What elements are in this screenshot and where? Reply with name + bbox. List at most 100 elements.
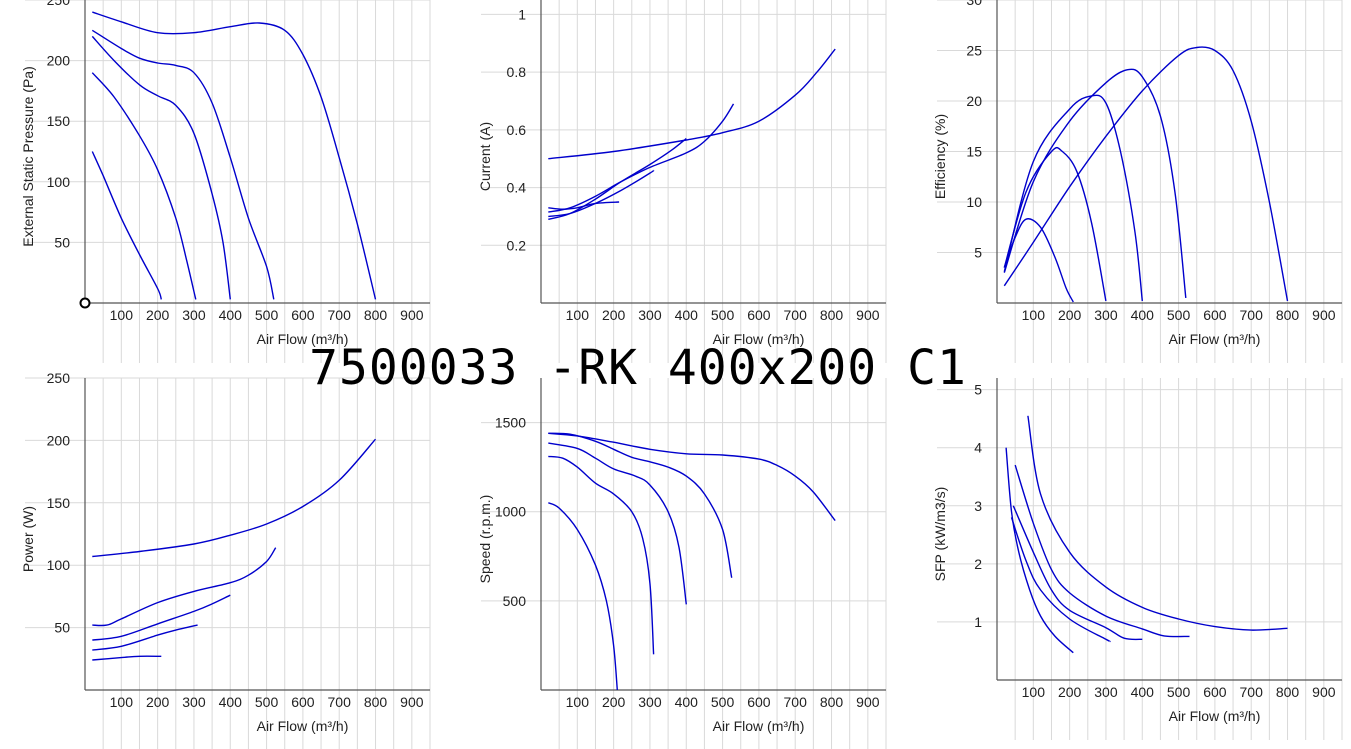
y-tick-label: 50 bbox=[54, 234, 70, 250]
performance-curve bbox=[91, 29, 275, 300]
y-tick-label: 150 bbox=[47, 495, 71, 511]
y-tick-label: 150 bbox=[47, 113, 71, 129]
x-axis-label: Air Flow (m³/h) bbox=[1169, 708, 1261, 724]
performance-curve bbox=[92, 11, 377, 300]
x-tick-label: 500 bbox=[1167, 307, 1191, 323]
performance-curve bbox=[91, 35, 231, 300]
y-axis-label: External Static Pressure (Pa) bbox=[20, 66, 36, 247]
performance-curve bbox=[91, 72, 197, 300]
x-tick-label: 700 bbox=[1240, 684, 1264, 700]
performance-curve bbox=[92, 655, 162, 661]
y-tick-label: 5 bbox=[974, 245, 982, 261]
y-axis-label: Efficiency (%) bbox=[932, 114, 948, 199]
y-tick-label: 250 bbox=[47, 370, 71, 386]
y-tick-label: 0.2 bbox=[507, 237, 527, 253]
performance-curve bbox=[92, 594, 231, 641]
y-axis-label: Current (A) bbox=[477, 122, 493, 191]
performance-curve bbox=[1012, 505, 1143, 641]
y-tick-label: 50 bbox=[54, 620, 70, 636]
x-tick-label: 100 bbox=[1022, 684, 1046, 700]
performance-curve bbox=[1003, 218, 1074, 303]
x-tick-label: 500 bbox=[255, 307, 279, 323]
pressure-chart: 100 200 300 400 500 600 700 800 900 50 100 150 200 25… bbox=[20, 0, 431, 363]
x-tick-label: 800 bbox=[820, 307, 844, 323]
x-tick-label: 300 bbox=[182, 307, 206, 323]
x-tick-label: 400 bbox=[1131, 307, 1155, 323]
x-tick-label: 300 bbox=[1094, 684, 1118, 700]
y-tick-label: 10 bbox=[966, 194, 982, 210]
x-tick-label: 500 bbox=[1167, 684, 1191, 700]
performance-curve bbox=[1003, 146, 1107, 302]
y-tick-label: 200 bbox=[47, 432, 71, 448]
x-tick-label: 400 bbox=[219, 307, 243, 323]
y-tick-label: 5 bbox=[974, 382, 982, 398]
performance-curve bbox=[1010, 517, 1111, 643]
x-axis-label: Air Flow (m³/h) bbox=[257, 331, 349, 347]
x-tick-label: 600 bbox=[747, 694, 771, 710]
x-tick-label: 900 bbox=[400, 694, 424, 710]
x-tick-label: 400 bbox=[1131, 684, 1155, 700]
x-tick-label: 900 bbox=[1312, 684, 1336, 700]
y-tick-label: 2 bbox=[974, 556, 982, 572]
performance-curve bbox=[548, 432, 733, 578]
performance-curve bbox=[1027, 415, 1288, 631]
x-tick-label: 100 bbox=[566, 307, 590, 323]
y-tick-label: 0.8 bbox=[507, 64, 527, 80]
performance-curve bbox=[92, 624, 198, 651]
x-tick-label: 600 bbox=[747, 307, 771, 323]
y-tick-label: 25 bbox=[966, 43, 982, 59]
performance-curve bbox=[548, 432, 836, 522]
current-chart: 100 200 300 400 500 600 700 800 900 0.2 0.4 0.6 0.8 1… bbox=[477, 0, 887, 363]
x-tick-label: 100 bbox=[566, 694, 590, 710]
efficiency-chart: 100 200 300 400 500 600 700 800 900 5 10 15 20 25 30 Ai… bbox=[932, 0, 1343, 363]
performance-curve bbox=[92, 547, 277, 627]
x-tick-label: 200 bbox=[146, 694, 170, 710]
performance-curve bbox=[1003, 68, 1187, 298]
y-tick-label: 250 bbox=[47, 0, 71, 8]
x-tick-label: 700 bbox=[328, 307, 352, 323]
x-axis-label: Air Flow (m³/h) bbox=[1169, 331, 1261, 347]
x-tick-label: 200 bbox=[602, 307, 626, 323]
x-axis-label: Air Flow (m³/h) bbox=[257, 718, 349, 734]
x-tick-label: 300 bbox=[182, 694, 206, 710]
x-tick-label: 800 bbox=[1276, 307, 1300, 323]
x-tick-label: 400 bbox=[219, 694, 243, 710]
x-tick-label: 800 bbox=[1276, 684, 1300, 700]
speed-chart: 100 200 300 400 500 600 700 800 900 500 1000 1500 Ai… bbox=[477, 378, 887, 749]
x-tick-label: 200 bbox=[1058, 684, 1082, 700]
x-tick-label: 700 bbox=[328, 694, 352, 710]
x-tick-label: 900 bbox=[1312, 307, 1336, 323]
performance-curve bbox=[1003, 94, 1143, 302]
performance-curve bbox=[548, 201, 620, 210]
x-tick-label: 800 bbox=[364, 694, 388, 710]
performance-curve bbox=[1005, 447, 1074, 654]
y-tick-label: 1 bbox=[518, 6, 526, 22]
y-tick-label: 100 bbox=[47, 557, 71, 573]
y-tick-label: 30 bbox=[966, 0, 982, 8]
x-tick-label: 300 bbox=[1094, 307, 1118, 323]
x-tick-label: 100 bbox=[1022, 307, 1046, 323]
x-tick-label: 500 bbox=[711, 694, 735, 710]
performance-curve bbox=[548, 455, 655, 655]
y-tick-label: 20 bbox=[966, 93, 982, 109]
x-tick-label: 600 bbox=[1203, 307, 1227, 323]
x-tick-label: 700 bbox=[1240, 307, 1264, 323]
x-tick-label: 500 bbox=[255, 694, 279, 710]
x-tick-label: 800 bbox=[364, 307, 388, 323]
x-tick-label: 500 bbox=[711, 307, 735, 323]
x-tick-label: 800 bbox=[820, 694, 844, 710]
y-axis-label: SFP (kW/m3/s) bbox=[932, 487, 948, 582]
performance-curve bbox=[91, 151, 162, 300]
x-tick-label: 100 bbox=[110, 307, 134, 323]
x-tick-label: 400 bbox=[675, 307, 699, 323]
performance-curve bbox=[1014, 464, 1190, 638]
x-tick-label: 400 bbox=[675, 694, 699, 710]
x-tick-label: 900 bbox=[856, 307, 880, 323]
y-tick-label: 0.6 bbox=[507, 122, 527, 138]
sfp-chart: 100 200 300 400 500 600 700 800 900 1 2 3 4 5 Air Flow… bbox=[932, 378, 1343, 740]
y-tick-label: 3 bbox=[974, 498, 982, 514]
x-axis-label: Air Flow (m³/h) bbox=[713, 718, 805, 734]
performance-curve bbox=[547, 502, 618, 691]
y-tick-label: 100 bbox=[47, 174, 71, 190]
